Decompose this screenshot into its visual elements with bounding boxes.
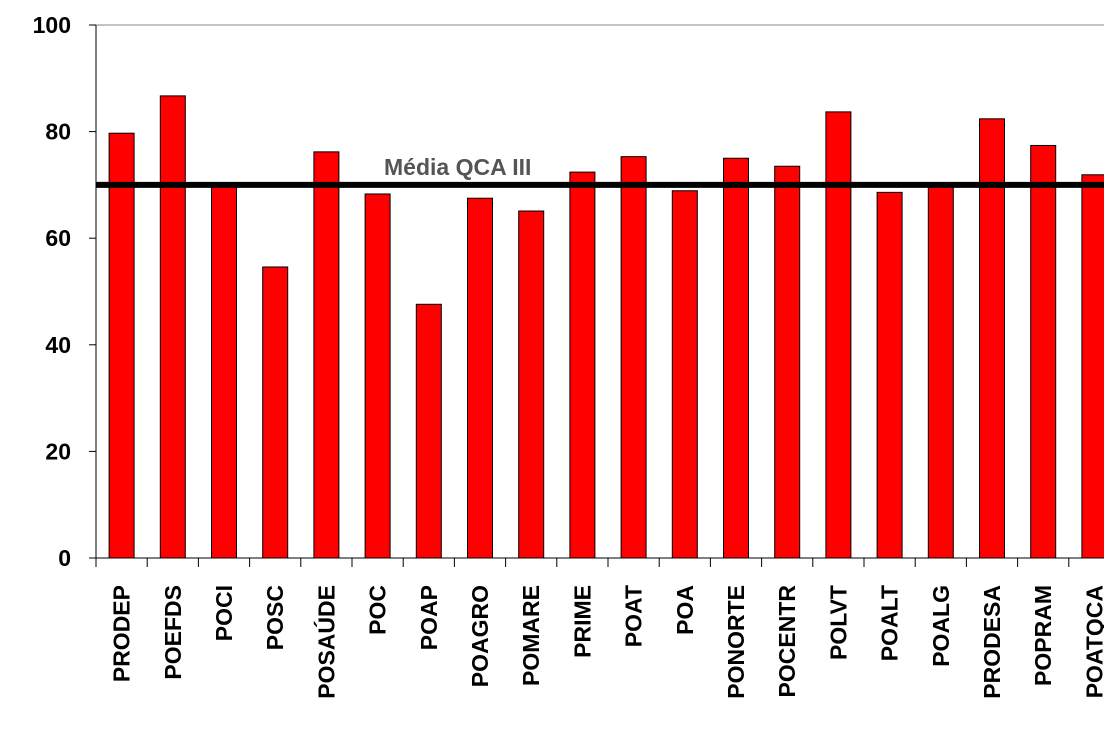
x-tick-label: POLVT (825, 585, 851, 660)
reference-line-group: Média QCA III (96, 154, 1104, 188)
x-tick-label: POA (672, 585, 698, 635)
reference-line-label: Média QCA III (384, 154, 531, 180)
x-tick-label: POCI (211, 585, 237, 641)
bar (518, 210, 545, 559)
bar (159, 95, 186, 559)
bars (108, 95, 1104, 559)
bar (1081, 174, 1104, 559)
x-tick-label: PRIME (569, 585, 595, 658)
x-tick-label: POAGRO (467, 585, 493, 687)
y-tick-label: 80 (45, 119, 71, 145)
y-tick-label: 20 (45, 438, 71, 464)
x-tick-label: POATQCA (1081, 585, 1104, 698)
bar (108, 132, 135, 559)
x-tick-label: PRODESA (979, 585, 1005, 699)
x-tick-label: POPRAM (1030, 585, 1056, 686)
x-tick-label: POMARE (518, 585, 544, 686)
y-tick-label: 0 (58, 545, 71, 571)
bar (825, 111, 852, 559)
x-tick-label: POAP (416, 585, 442, 650)
bar (1030, 144, 1057, 559)
x-tick-label: PONORTE (723, 585, 749, 699)
bar (979, 118, 1005, 559)
x-tick-label: POSC (262, 585, 288, 650)
x-tick-label: POCENTR (774, 585, 800, 698)
x-tick-label: PRODEP (109, 585, 135, 682)
x-axis: PRODEP POEFDS POCI POSC POSAÚDE POC POAP POAGRO… (95, 557, 1104, 699)
bar (927, 185, 954, 559)
bar (723, 157, 749, 559)
y-tick-label: 40 (45, 332, 71, 358)
y-tick-label: 60 (45, 225, 71, 251)
bar (364, 193, 391, 559)
x-tick-label: POALG (928, 585, 954, 667)
bar (569, 171, 596, 559)
bar (620, 156, 647, 559)
bar (876, 191, 903, 559)
bar (415, 303, 442, 559)
x-tick-label: POAT (621, 585, 647, 647)
x-tick-label: POEFDS (160, 585, 186, 680)
bar (262, 266, 289, 559)
x-tick-label: POSAÚDE (312, 585, 339, 699)
bar (671, 190, 698, 559)
bar (467, 197, 493, 559)
y-axis: 0 20 40 60 80 100 (33, 12, 97, 571)
bar (774, 165, 801, 559)
bar (211, 185, 237, 559)
y-tick-label: 100 (33, 12, 71, 38)
x-tick-label: POALT (877, 585, 903, 661)
bar (313, 151, 340, 559)
x-tick-label: POC (365, 585, 391, 635)
